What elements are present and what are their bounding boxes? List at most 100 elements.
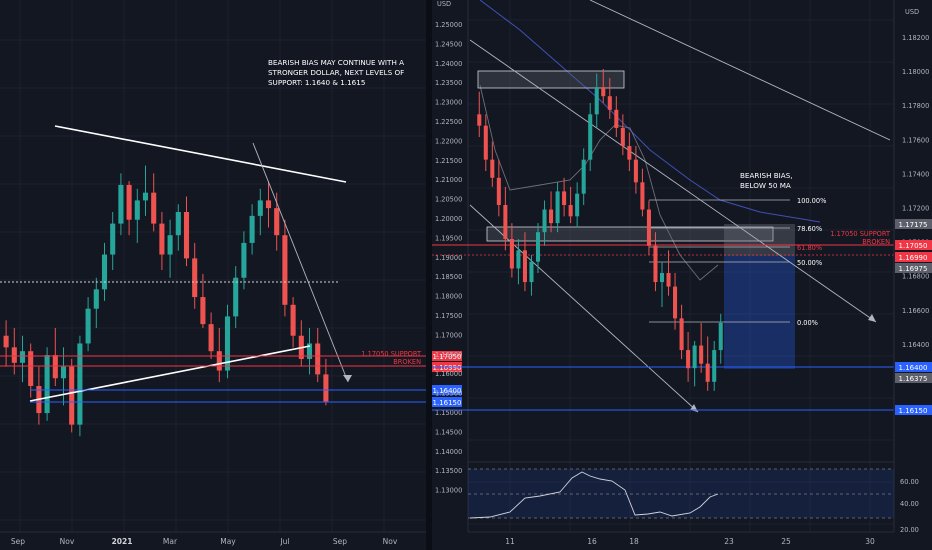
right-candle[interactable]	[516, 239, 521, 285]
right-candle[interactable]	[614, 96, 619, 137]
right-candle-body	[588, 114, 593, 160]
right-candle-body	[686, 350, 691, 369]
right-candle[interactable]	[601, 69, 606, 103]
left-lower-trendline	[29, 345, 311, 402]
right-candle[interactable]	[581, 148, 586, 205]
right-candle[interactable]	[679, 304, 684, 360]
left-candle[interactable]	[241, 231, 247, 290]
left-candle[interactable]	[216, 328, 222, 383]
right-candle[interactable]	[633, 146, 638, 194]
right-candle[interactable]	[562, 177, 567, 217]
right-resistance-zone	[477, 70, 625, 89]
left-candle[interactable]	[200, 273, 206, 328]
left-candle[interactable]	[3, 320, 9, 367]
right-candle[interactable]	[555, 182, 560, 233]
right-candle[interactable]	[659, 261, 665, 307]
right-candles[interactable]	[477, 69, 723, 391]
right-candle-body	[535, 232, 541, 262]
left-candle[interactable]	[11, 328, 17, 375]
right-candle[interactable]	[653, 232, 658, 292]
right-candle[interactable]	[490, 141, 495, 187]
left-candle[interactable]	[159, 212, 165, 270]
left-candle[interactable]	[323, 358, 329, 406]
right-candle[interactable]	[542, 200, 547, 246]
right-candle[interactable]	[588, 103, 593, 171]
left-candle[interactable]	[257, 188, 263, 236]
right-candle[interactable]	[522, 232, 527, 292]
right-candle[interactable]	[535, 223, 541, 273]
left-candle-body	[192, 258, 198, 298]
right-axis-tick: 1.18000	[902, 68, 929, 76]
left-candle[interactable]	[151, 173, 157, 232]
right-candle[interactable]	[607, 78, 612, 119]
right-candle[interactable]	[509, 223, 514, 278]
left-candle[interactable]	[142, 165, 149, 216]
right-candle[interactable]	[620, 114, 625, 156]
left-candle[interactable]	[306, 328, 313, 375]
left-candle[interactable]	[126, 181, 132, 236]
right-axis-tick: 1.17400	[902, 170, 929, 178]
left-candle[interactable]	[315, 328, 321, 383]
right-candle[interactable]	[575, 182, 580, 228]
left-candle[interactable]	[233, 266, 239, 328]
right-candle-body	[503, 205, 508, 239]
right-candle[interactable]	[686, 331, 691, 382]
right-candle[interactable]	[594, 73, 599, 128]
right-left-price-axis: USD 1.25000 1.24500 1.24000 1.23500 1.23000 1…	[435, 0, 469, 532]
right-candle[interactable]	[568, 186, 573, 224]
left-candle[interactable]	[93, 277, 99, 328]
right-candle[interactable]	[496, 159, 501, 217]
left-candle[interactable]	[77, 335, 83, 437]
left-candles[interactable]	[3, 165, 329, 437]
left-candle[interactable]	[175, 204, 181, 251]
left-candle[interactable]	[192, 242, 198, 309]
right-candle[interactable]	[666, 250, 671, 296]
left-candle[interactable]	[101, 242, 108, 301]
left-candle[interactable]	[19, 335, 26, 383]
left-candle[interactable]	[44, 347, 50, 421]
right-candle[interactable]	[673, 273, 678, 330]
right-candle-body	[614, 109, 619, 128]
right-candle[interactable]	[692, 341, 697, 387]
left-candle[interactable]	[118, 173, 124, 236]
left-candle[interactable]	[69, 358, 75, 433]
left-candle[interactable]	[28, 343, 34, 398]
left-candle[interactable]	[282, 219, 288, 317]
left-time-label-nov-2: Nov	[383, 537, 398, 546]
right-candle[interactable]	[483, 114, 488, 171]
right-support-label-2: BROKEN	[862, 238, 890, 246]
right-candle[interactable]	[705, 336, 710, 391]
right-candle[interactable]	[699, 322, 704, 373]
left-candle[interactable]	[208, 312, 214, 359]
left-annotation: BEARISH BIAS MAY CONTINUE WITH A STRONGE…	[268, 58, 422, 366]
rsi-tick-60: 60.00	[900, 478, 919, 486]
right-candle[interactable]	[503, 186, 508, 251]
left-candle[interactable]	[134, 188, 140, 243]
left-price-tag-text-16400: 1.16400	[433, 387, 462, 395]
right-candle[interactable]	[646, 200, 651, 255]
panel-divider[interactable]	[426, 0, 432, 550]
left-candle[interactable]	[249, 204, 255, 255]
left-candle[interactable]	[265, 181, 272, 228]
right-candle[interactable]	[627, 132, 632, 171]
right-candle[interactable]	[640, 168, 645, 217]
right-candle-body	[712, 350, 717, 382]
right-candle[interactable]	[718, 313, 723, 364]
left-candle[interactable]	[183, 196, 190, 267]
left-candle[interactable]	[110, 212, 116, 270]
right-candle[interactable]	[712, 341, 717, 391]
left-candle[interactable]	[60, 347, 67, 406]
left-candle-body	[265, 200, 272, 209]
left-candle[interactable]	[167, 219, 173, 278]
right-time-label-23: 23	[724, 537, 734, 546]
left-candle[interactable]	[52, 328, 58, 386]
left-candle[interactable]	[290, 297, 296, 348]
right-axis-tick: 1.16400	[902, 341, 929, 349]
right-candle[interactable]	[477, 91, 482, 137]
right-candle[interactable]	[549, 191, 554, 233]
right-candle-body	[568, 205, 573, 217]
left-candle[interactable]	[85, 297, 91, 352]
right-candle[interactable]	[529, 254, 534, 296]
left-candle-body	[282, 235, 288, 305]
